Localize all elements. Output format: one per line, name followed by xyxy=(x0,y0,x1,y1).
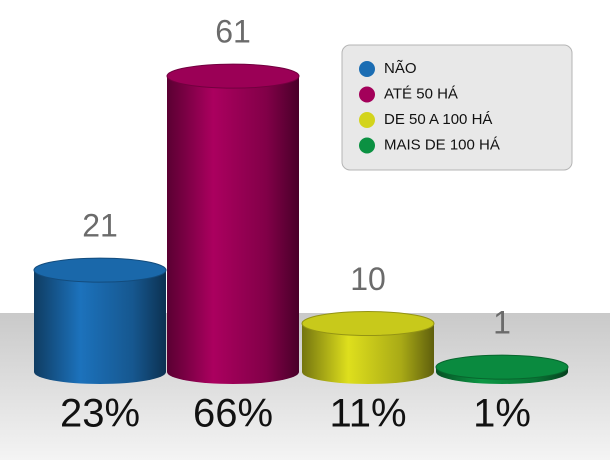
legend-label: MAIS DE 100 HÁ xyxy=(384,136,500,153)
percent-label: 23% xyxy=(60,392,140,436)
bar-top xyxy=(166,63,300,89)
legend-label: DE 50 A 100 HÁ xyxy=(384,111,492,128)
value-label: 10 xyxy=(350,261,386,297)
bar-top xyxy=(301,311,435,336)
bar-body xyxy=(302,323,434,384)
bar-body xyxy=(167,76,299,385)
bar xyxy=(435,354,569,384)
bar xyxy=(166,63,300,385)
legend-label: ATÉ 50 HÁ xyxy=(384,85,458,102)
legend-marker xyxy=(359,61,375,77)
bar xyxy=(301,311,435,384)
value-label: 1 xyxy=(493,305,511,341)
legend-box xyxy=(341,44,573,171)
value-label: 21 xyxy=(82,208,118,244)
percent-label: 66% xyxy=(193,392,273,436)
percent-label: 11% xyxy=(329,392,406,436)
bar-top xyxy=(435,354,569,380)
bar-top xyxy=(33,257,167,283)
legend-label: NÃO xyxy=(384,60,417,77)
bar-body xyxy=(34,270,166,384)
legend-marker xyxy=(359,137,375,154)
value-label: 61 xyxy=(215,14,251,50)
percent-label: 1% xyxy=(473,392,531,436)
legend-marker xyxy=(359,112,375,128)
legend-marker xyxy=(359,86,375,103)
bar xyxy=(33,257,167,384)
